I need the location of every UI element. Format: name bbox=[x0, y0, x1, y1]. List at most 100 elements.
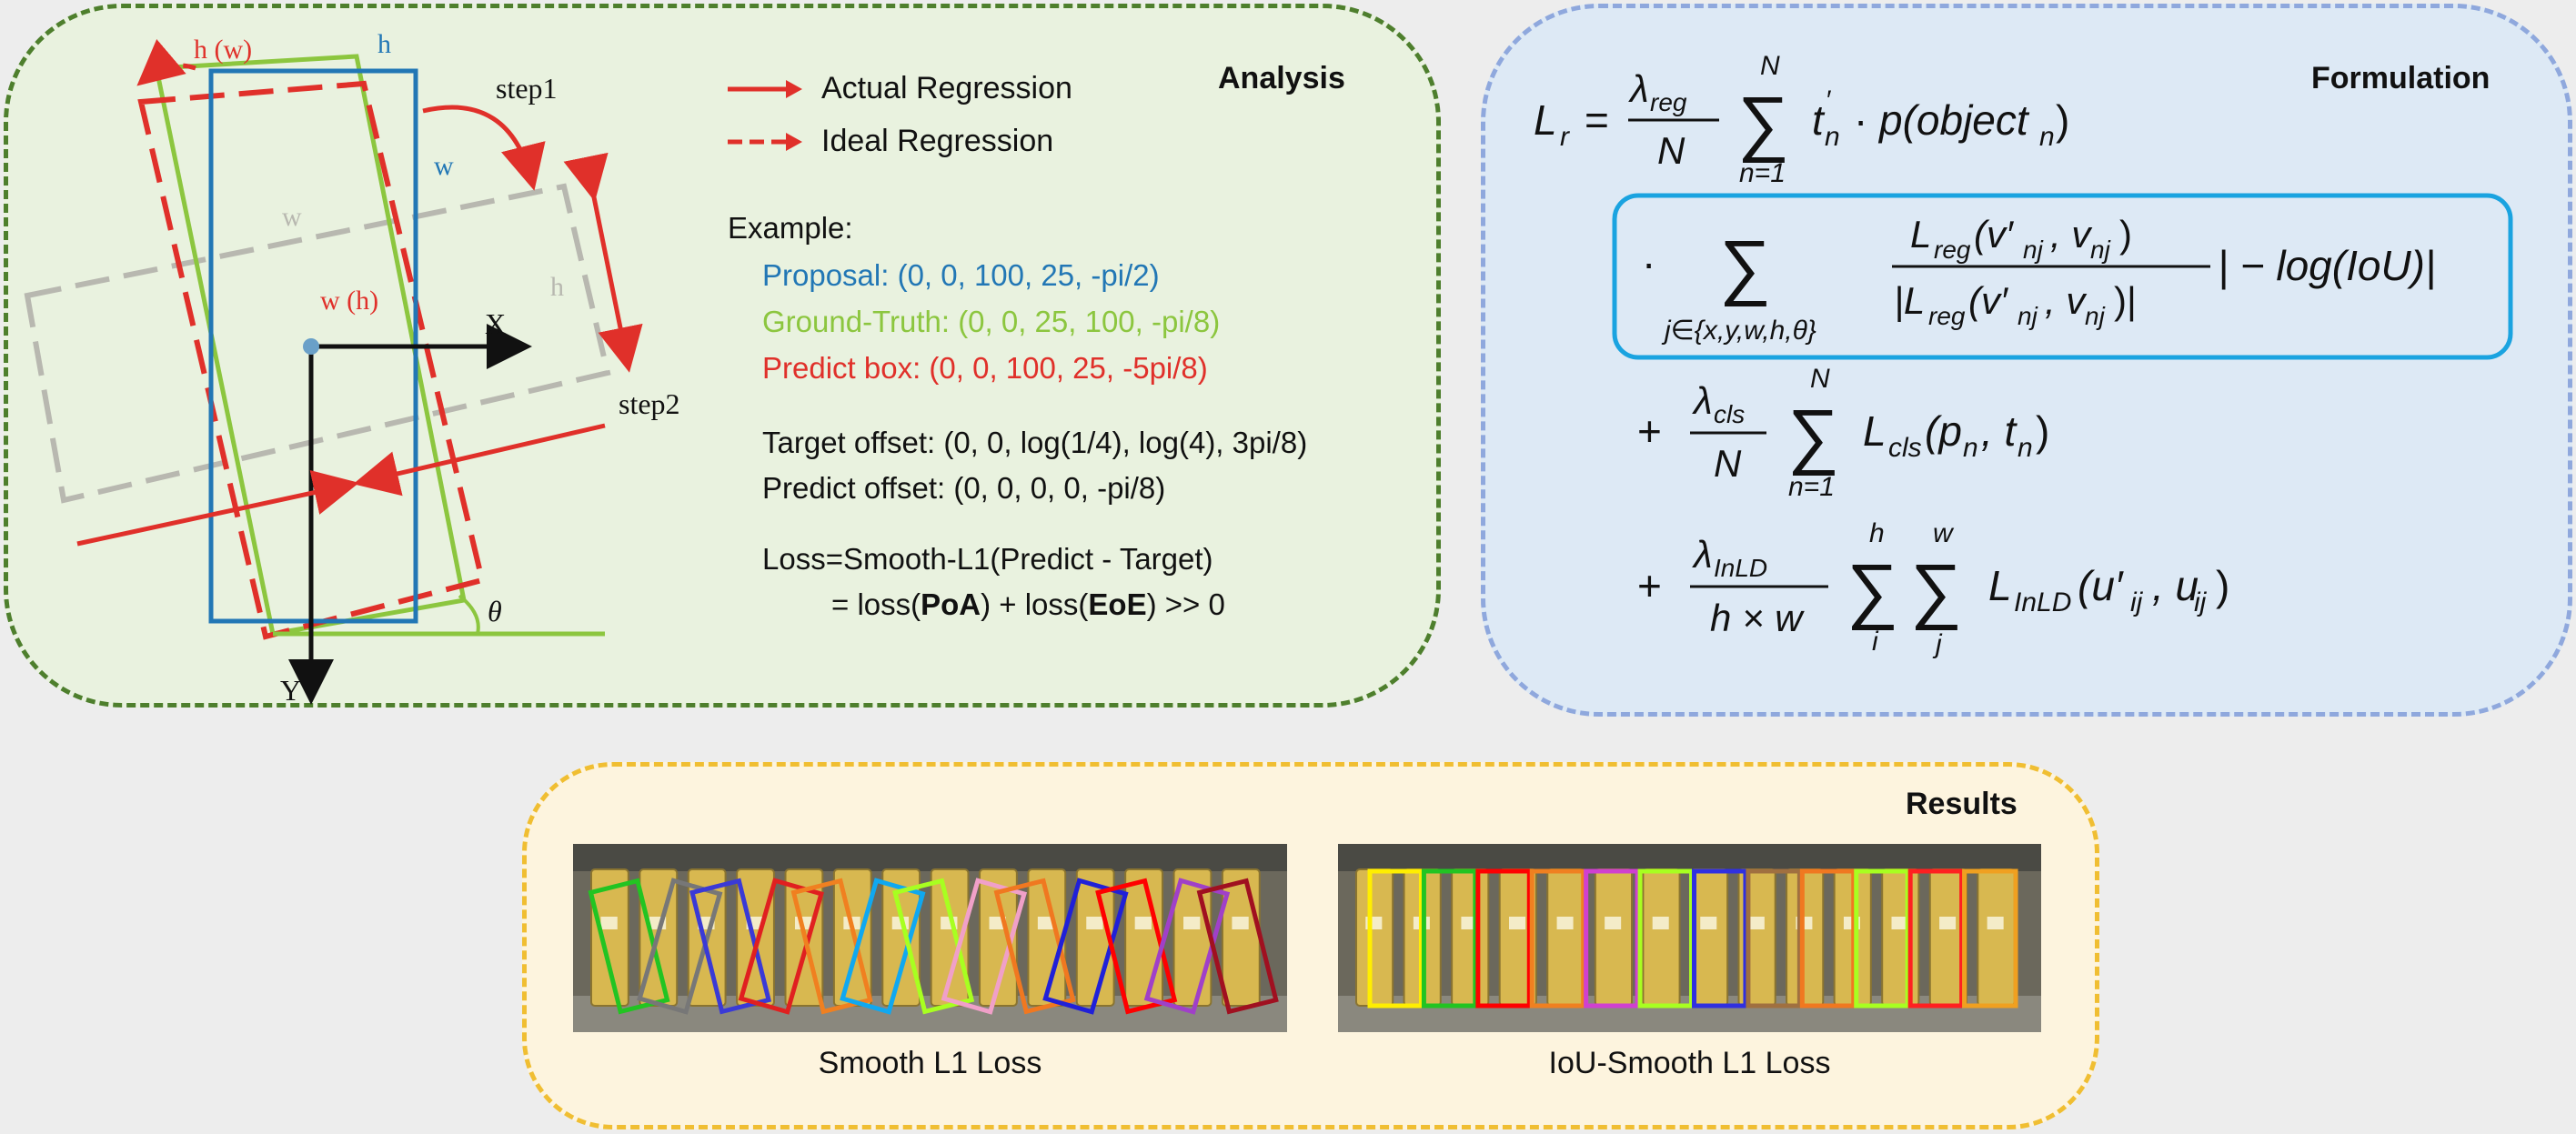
loss-suffix: ) >> 0 bbox=[1146, 587, 1225, 621]
formula-inld-args2-sub: ij bbox=[2194, 587, 2208, 617]
step1-arrow[interactable] bbox=[422, 105, 546, 191]
formula-lambda3: λ bbox=[1692, 379, 1713, 422]
formula-inld-args-sub: ij bbox=[2130, 587, 2144, 617]
ideal-predict-box bbox=[137, 80, 486, 640]
example-ground-truth: Ground-Truth: (0, 0, 25, 100, -pi/8) bbox=[762, 305, 1221, 338]
formula-sum4a-bottom: i bbox=[1872, 627, 1879, 657]
solid-arrow-icon bbox=[728, 79, 802, 98]
detection-box bbox=[1637, 868, 1695, 1009]
label-theta: θ bbox=[488, 595, 502, 627]
example-predict-offset: Predict offset: (0, 0, 0, 0, -pi/8) bbox=[762, 471, 1166, 505]
formula-denom3: N bbox=[1714, 442, 1742, 485]
bus-roof-hatch bbox=[1987, 917, 2004, 929]
iou-smooth-l1-result-image[interactable] bbox=[1338, 844, 2041, 1032]
formula-lambda1: λ bbox=[1628, 67, 1649, 110]
formula-den-args2-sub: nj bbox=[2085, 302, 2106, 330]
formula-l-inld: L bbox=[1988, 562, 2012, 609]
formula-cls-args-sub: n bbox=[1963, 433, 1978, 463]
bus-roof-hatch bbox=[1652, 917, 1669, 929]
actual-regression-left bbox=[76, 470, 359, 547]
bus bbox=[1355, 868, 1394, 1007]
theta-arc bbox=[458, 594, 480, 635]
formula-t-prime: ′ bbox=[1826, 85, 1832, 115]
formula-den-l-sub: reg bbox=[1928, 302, 1966, 330]
example-loss-line2: = loss(PoA) + loss(EoE) >> 0 bbox=[831, 587, 1225, 622]
loss-prefix: = loss( bbox=[831, 587, 921, 621]
smooth-l1-caption: Smooth L1 Loss bbox=[818, 1046, 1042, 1080]
bus bbox=[1451, 868, 1490, 1007]
formula-lambda4-sub: InLD bbox=[1714, 554, 1767, 582]
bus-roof-hatch bbox=[1605, 917, 1622, 929]
detection-box bbox=[1367, 868, 1424, 1009]
label-y-axis: Y bbox=[280, 674, 301, 707]
label-h-gray: h bbox=[550, 272, 564, 302]
step2-arrow[interactable] bbox=[563, 152, 643, 373]
origin-dot bbox=[303, 338, 319, 355]
detection-box bbox=[738, 878, 824, 1015]
detection-box bbox=[1746, 868, 1802, 1009]
analysis-panel: Analysis bbox=[4, 4, 1441, 707]
bus bbox=[1881, 868, 1920, 1007]
formula-num-args2-sub: nj bbox=[2090, 236, 2111, 264]
formula-den-prefix: |L bbox=[1894, 279, 1925, 323]
eoe-term: EoE bbox=[1088, 587, 1147, 621]
formula-sum1: ∑ bbox=[1737, 82, 1789, 163]
iou-term-highlight bbox=[1612, 193, 2513, 360]
detection-box bbox=[1475, 868, 1532, 1009]
detection-box bbox=[1529, 868, 1586, 1009]
formula-cls-args: (p bbox=[1925, 407, 1962, 455]
formula-sum1-bottom: n=1 bbox=[1739, 158, 1786, 188]
formula-den-args-sub: nj bbox=[2018, 302, 2038, 330]
formula-l-cls-sub: cls bbox=[1888, 433, 1922, 463]
bus-roof-hatch bbox=[1747, 917, 1765, 929]
formula-sum4a-top: h bbox=[1869, 518, 1885, 548]
detection-box bbox=[1799, 868, 1857, 1009]
analysis-title: Analysis bbox=[1218, 61, 1345, 95]
detection-box bbox=[1962, 868, 2018, 1009]
bus bbox=[979, 868, 1018, 1007]
bus-roof-hatch bbox=[1508, 917, 1526, 929]
bus bbox=[1594, 868, 1634, 1007]
bus bbox=[1221, 868, 1261, 1007]
formula-sum2-bottom: j∈{x,y,w,h,θ} bbox=[1661, 316, 1816, 346]
smooth-l1-boxes bbox=[573, 844, 1287, 1032]
dashed-arrow-icon bbox=[728, 132, 802, 151]
formula-inld-args: (u′ bbox=[2078, 562, 2124, 609]
label-step1: step1 bbox=[496, 72, 558, 105]
formula-num-args2: , v bbox=[2050, 213, 2093, 256]
formula-iou-tail: | − log(IoU)| bbox=[2218, 242, 2436, 289]
formula-eq1: = bbox=[1585, 96, 1609, 144]
bus bbox=[881, 868, 921, 1007]
lot-top-strip bbox=[573, 844, 1287, 871]
bus-roof-hatch bbox=[1891, 917, 1908, 929]
formula-p: p(object bbox=[1877, 96, 2030, 144]
label-w-h-red: w (h) bbox=[320, 286, 378, 316]
smooth-l1-result-image[interactable] bbox=[573, 844, 1287, 1032]
formula-sum1-top: N bbox=[1760, 51, 1780, 81]
label-w-gray: w bbox=[282, 202, 302, 232]
label-x-axis: X bbox=[485, 307, 506, 340]
detection-box bbox=[637, 878, 723, 1015]
rotation-diagram: h (w) h step1 w w h w (h) X Y step2 θ bbox=[24, 29, 680, 707]
formula-dot1: · bbox=[1854, 96, 1867, 144]
formula-sum4b-top: w bbox=[1933, 518, 1955, 548]
formula-denom1: N bbox=[1657, 129, 1685, 172]
formula-inld-close: ) bbox=[2216, 562, 2229, 609]
example-loss-line1: Loss=Smooth-L1(Predict - Target) bbox=[762, 542, 1213, 576]
formula-sum3-top: N bbox=[1810, 364, 1830, 394]
formula-sum4b: ∑ bbox=[1910, 549, 1962, 630]
formula-p-close: ) bbox=[2056, 96, 2069, 144]
poa-term: PoA bbox=[921, 587, 981, 621]
detection-box bbox=[1042, 878, 1129, 1015]
detection-box bbox=[1584, 868, 1640, 1009]
bus-roof-hatch bbox=[1232, 917, 1249, 929]
lot-top-strip bbox=[1338, 844, 2041, 871]
formula-num-args: (v′ bbox=[1974, 213, 2015, 256]
label-h-blue: h bbox=[377, 29, 391, 59]
formula-plus3: + bbox=[1637, 407, 1662, 455]
detection-box bbox=[1907, 868, 1965, 1009]
formula-l-cls: L bbox=[1863, 407, 1887, 455]
legend-ideal-regression: Ideal Regression bbox=[726, 124, 1053, 159]
formula-inld-args2: , u bbox=[2152, 562, 2199, 609]
detection-box bbox=[1421, 868, 1478, 1009]
